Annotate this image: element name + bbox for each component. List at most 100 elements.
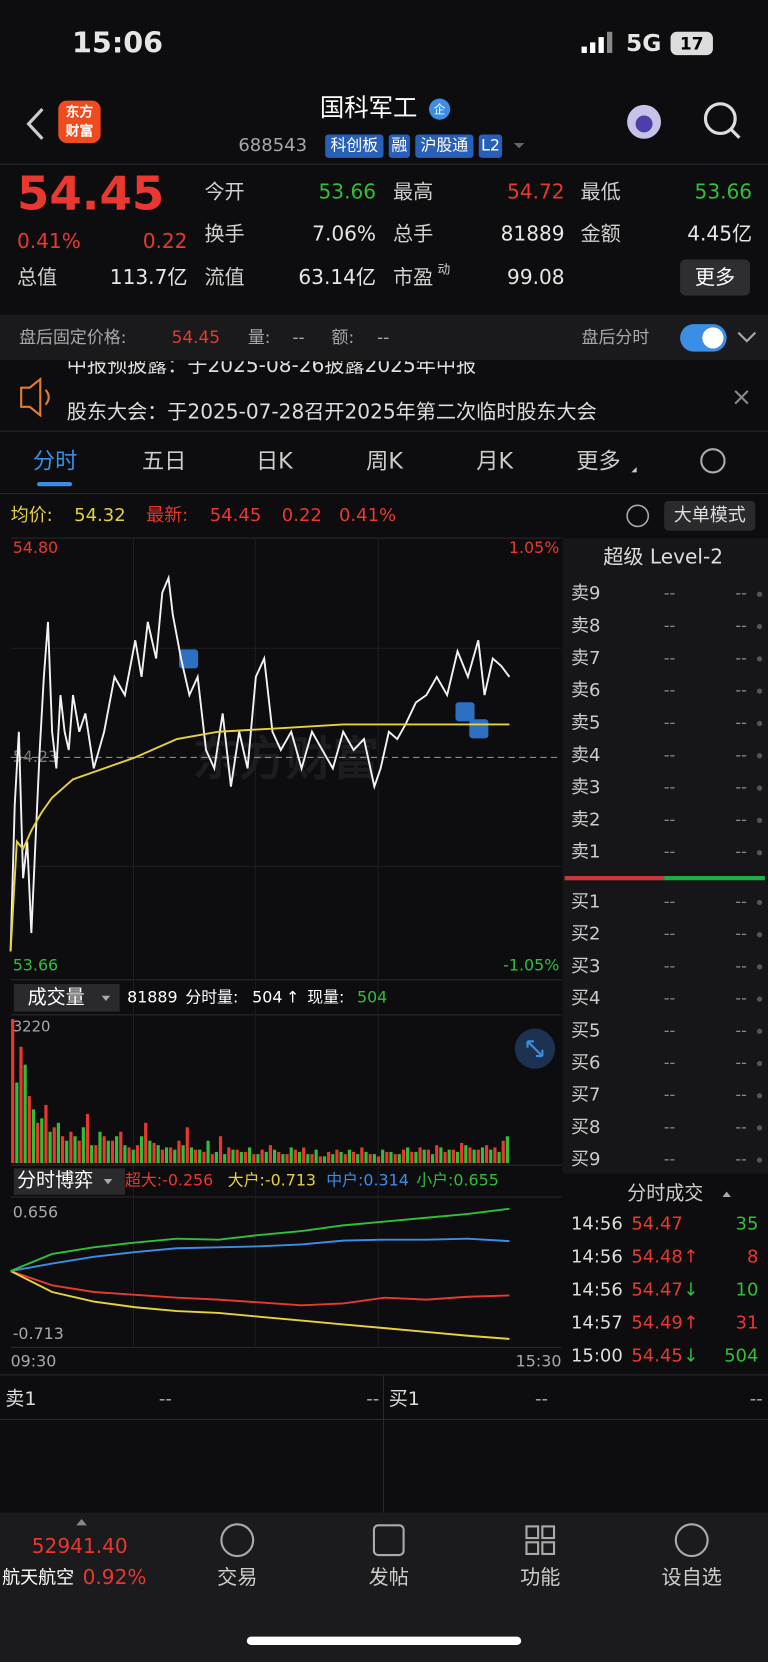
home-indicator	[246, 1636, 522, 1646]
tab-underline	[37, 481, 73, 487]
volume-bar	[372, 1154, 376, 1164]
label: 504	[252, 987, 282, 1006]
tab[interactable]: 更多	[576, 448, 620, 474]
book-dot	[756, 899, 763, 906]
volume-bar	[497, 1151, 501, 1164]
search-icon[interactable]	[703, 102, 741, 139]
y-tick-label: 0.656	[13, 1202, 58, 1221]
trade-price: 54.47	[631, 1280, 683, 1301]
book-label: 卖7	[571, 648, 600, 669]
book-price: --	[664, 1117, 675, 1136]
mode-button[interactable]	[664, 501, 756, 531]
book-label: 卖8	[571, 616, 600, 637]
book-dot	[756, 656, 763, 662]
tag	[478, 134, 503, 158]
book-label: 卖3	[571, 777, 600, 798]
stock-name: 国科军工	[320, 93, 417, 122]
book-label: 买8	[571, 1117, 600, 1138]
settings-icon[interactable]	[700, 448, 726, 474]
help-icon[interactable]	[626, 504, 650, 528]
nav-item[interactable]: 功能	[520, 1565, 560, 1589]
volume-bar	[102, 1136, 106, 1164]
book-dot	[756, 932, 763, 938]
tag	[325, 134, 384, 158]
book-label: 买3	[571, 956, 600, 977]
index-name: 航天航空	[2, 1567, 74, 1588]
book-volume: --	[735, 616, 746, 635]
label[interactable]: 大单模式	[674, 505, 746, 526]
label: --	[366, 1388, 379, 1409]
nav-item[interactable]: 设自选	[662, 1565, 722, 1589]
book-price: --	[664, 616, 675, 635]
nav-item[interactable]: 发帖	[369, 1565, 409, 1589]
book-dot	[756, 785, 763, 791]
volume-bar	[231, 1149, 235, 1164]
more-text[interactable]: 更多	[695, 265, 735, 289]
caret	[103, 1178, 113, 1185]
volume-bar	[90, 1145, 94, 1164]
book-price: --	[664, 745, 675, 764]
book-dot	[756, 850, 763, 856]
field-label: 总值	[17, 265, 57, 289]
volume-bar	[110, 1140, 115, 1164]
close-button[interactable]	[734, 390, 749, 405]
volume-bar	[422, 1149, 426, 1164]
volume-tab[interactable]	[13, 984, 120, 1012]
tab[interactable]: 五日	[142, 448, 186, 474]
trade-price: 54.48	[631, 1247, 683, 1268]
back-button[interactable]	[26, 108, 44, 140]
level2-title: 超级 Level-2	[603, 545, 723, 569]
label: ↑	[286, 987, 299, 1006]
legend-entry: 小户:0.655	[416, 1171, 499, 1190]
tab[interactable]: 日K	[256, 448, 294, 474]
book-dot	[756, 623, 763, 630]
field-label: 最低	[581, 179, 621, 203]
expand-chevron[interactable]	[737, 331, 757, 343]
book-label: 买6	[571, 1053, 600, 1074]
fund-title: 分时博弈	[17, 1170, 93, 1192]
volume-bar	[297, 1151, 302, 1164]
volume-bar	[460, 1142, 464, 1164]
book-dot	[756, 1028, 763, 1034]
tab[interactable]: 分时	[33, 448, 77, 474]
field-label: 市盈	[393, 265, 433, 289]
label: 54.45	[172, 327, 221, 347]
book-dot	[756, 1125, 763, 1131]
volume-bar	[19, 1046, 23, 1164]
nav-item[interactable]: 交易	[217, 1565, 257, 1589]
field-value: 7.06%	[312, 222, 376, 246]
label: --	[377, 327, 389, 347]
volume-bar	[406, 1147, 410, 1164]
book-price: --	[664, 1053, 675, 1072]
badge	[429, 98, 451, 120]
nav-icons[interactable]	[220, 1523, 709, 1558]
dropdown[interactable]	[513, 143, 525, 149]
trade-time: 14:56	[571, 1214, 623, 1235]
volume-bar	[364, 1151, 368, 1164]
volume-bar	[40, 1118, 44, 1164]
volume-bar	[81, 1127, 85, 1164]
index-change: 0.92%	[83, 1565, 147, 1589]
volume-bar	[85, 1113, 90, 1164]
book-volume: --	[735, 842, 746, 861]
more-button[interactable]	[680, 259, 750, 296]
trades-title: 分时成交	[627, 1182, 703, 1204]
volume-bar	[339, 1151, 343, 1164]
volume-bar	[65, 1140, 69, 1164]
volume-bar	[489, 1149, 493, 1164]
volume-bar	[343, 1154, 347, 1164]
book-label: 卖9	[571, 583, 600, 604]
volume-bar	[248, 1147, 252, 1164]
book-price: --	[664, 681, 675, 700]
tab[interactable]: 月K	[476, 448, 514, 474]
volume-bar	[181, 1145, 185, 1164]
network: 5G	[626, 30, 661, 57]
trade-price: 54.45	[631, 1346, 683, 1367]
series-line	[10, 1207, 510, 1272]
volume-bar	[52, 1127, 56, 1164]
book-volume: --	[735, 1117, 746, 1136]
volume-bar	[381, 1149, 385, 1164]
tab[interactable]: 周K	[366, 448, 404, 474]
trade-volume: 10	[736, 1280, 759, 1301]
